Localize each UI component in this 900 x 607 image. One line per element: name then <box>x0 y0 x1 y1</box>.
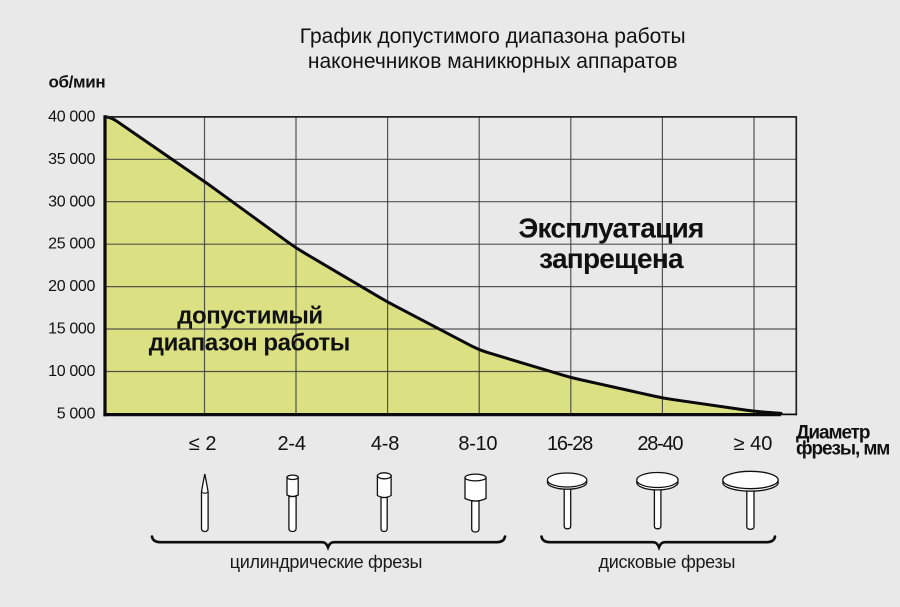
svg-text:15 000: 15 000 <box>48 321 95 338</box>
svg-text:допустимый: допустимый <box>177 303 323 330</box>
svg-text:25 000: 25 000 <box>48 236 95 253</box>
svg-text:≥ 40: ≥ 40 <box>734 433 773 455</box>
svg-text:Диаметр: Диаметр <box>796 423 870 444</box>
svg-text:2-4: 2-4 <box>277 433 305 455</box>
svg-text:запрещена: запрещена <box>539 243 684 274</box>
svg-text:График допустимого диапазона р: График допустимого диапазона работы <box>300 25 686 48</box>
svg-text:≤ 2: ≤ 2 <box>189 433 217 455</box>
svg-text:10 000: 10 000 <box>48 363 95 380</box>
svg-text:40 000: 40 000 <box>48 108 95 125</box>
svg-text:5 000: 5 000 <box>57 405 96 422</box>
svg-text:20 000: 20 000 <box>48 278 95 295</box>
svg-text:об/мин: об/мин <box>49 73 106 92</box>
svg-text:8-10: 8-10 <box>458 433 497 455</box>
svg-text:фрезы, мм: фрезы, мм <box>796 439 889 460</box>
svg-text:4-8: 4-8 <box>371 433 399 455</box>
svg-text:16-28: 16-28 <box>547 433 593 455</box>
svg-text:35 000: 35 000 <box>48 151 95 168</box>
svg-text:наконечников маникюрных аппара: наконечников маникюрных аппаратов <box>308 50 678 73</box>
svg-text:Эксплуатация: Эксплуатация <box>518 213 703 244</box>
svg-text:28-40: 28-40 <box>637 433 683 455</box>
svg-text:диапазон работы: диапазон работы <box>149 330 350 357</box>
svg-text:цилиндрические фрезы: цилиндрические фрезы <box>230 552 422 572</box>
svg-text:дисковые фрезы: дисковые фрезы <box>599 552 736 572</box>
svg-text:30 000: 30 000 <box>48 193 95 210</box>
